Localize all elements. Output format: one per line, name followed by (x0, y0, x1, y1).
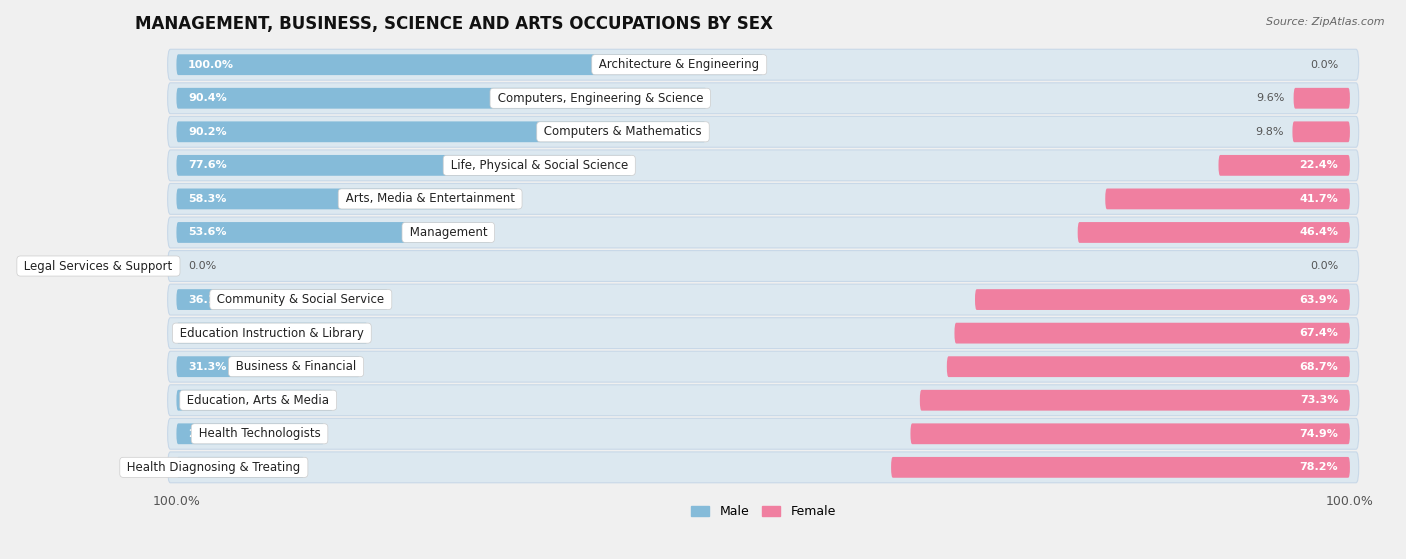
Text: 36.1%: 36.1% (188, 295, 226, 305)
Text: 67.4%: 67.4% (1299, 328, 1339, 338)
Text: 63.9%: 63.9% (1299, 295, 1339, 305)
FancyBboxPatch shape (911, 423, 1350, 444)
Text: 73.3%: 73.3% (1299, 395, 1339, 405)
FancyBboxPatch shape (176, 88, 707, 108)
FancyBboxPatch shape (1294, 88, 1350, 108)
FancyBboxPatch shape (167, 83, 1358, 113)
FancyBboxPatch shape (891, 457, 1350, 478)
FancyBboxPatch shape (176, 54, 763, 75)
Text: Arts, Media & Entertainment: Arts, Media & Entertainment (342, 192, 519, 205)
FancyBboxPatch shape (946, 356, 1350, 377)
FancyBboxPatch shape (167, 452, 1358, 483)
Text: Legal Services & Support: Legal Services & Support (21, 259, 176, 273)
FancyBboxPatch shape (176, 155, 631, 176)
Text: 9.6%: 9.6% (1257, 93, 1285, 103)
Text: 78.2%: 78.2% (1299, 462, 1339, 472)
Text: 25.2%: 25.2% (188, 429, 226, 439)
Text: MANAGEMENT, BUSINESS, SCIENCE AND ARTS OCCUPATIONS BY SEX: MANAGEMENT, BUSINESS, SCIENCE AND ARTS O… (135, 15, 773, 33)
FancyBboxPatch shape (1292, 121, 1350, 142)
Text: Life, Physical & Social Science: Life, Physical & Social Science (447, 159, 631, 172)
Text: 9.8%: 9.8% (1256, 127, 1284, 137)
Text: Community & Social Service: Community & Social Service (214, 293, 388, 306)
Text: Health Diagnosing & Treating: Health Diagnosing & Treating (124, 461, 304, 474)
Text: 68.7%: 68.7% (1299, 362, 1339, 372)
Text: Health Technologists: Health Technologists (195, 427, 325, 440)
FancyBboxPatch shape (974, 289, 1350, 310)
FancyBboxPatch shape (167, 150, 1358, 181)
FancyBboxPatch shape (176, 390, 333, 411)
FancyBboxPatch shape (167, 183, 1358, 214)
Text: Computers, Engineering & Science: Computers, Engineering & Science (494, 92, 707, 105)
Text: 22.4%: 22.4% (1299, 160, 1339, 170)
Text: 53.6%: 53.6% (188, 228, 226, 238)
Text: 90.4%: 90.4% (188, 93, 226, 103)
Text: Education, Arts & Media: Education, Arts & Media (183, 394, 333, 407)
FancyBboxPatch shape (920, 390, 1350, 411)
FancyBboxPatch shape (1105, 188, 1350, 209)
FancyBboxPatch shape (955, 323, 1350, 344)
Legend: Male, Female: Male, Female (686, 500, 841, 523)
FancyBboxPatch shape (167, 49, 1358, 80)
FancyBboxPatch shape (176, 222, 491, 243)
Text: 31.3%: 31.3% (188, 362, 226, 372)
FancyBboxPatch shape (176, 188, 519, 209)
Text: 46.4%: 46.4% (1299, 228, 1339, 238)
Text: 41.7%: 41.7% (1299, 194, 1339, 204)
FancyBboxPatch shape (167, 385, 1358, 416)
FancyBboxPatch shape (176, 356, 360, 377)
Text: Computers & Mathematics: Computers & Mathematics (540, 125, 706, 138)
Text: Management: Management (405, 226, 491, 239)
Text: 58.3%: 58.3% (188, 194, 226, 204)
FancyBboxPatch shape (167, 250, 1358, 281)
FancyBboxPatch shape (176, 323, 368, 344)
Text: 74.9%: 74.9% (1299, 429, 1339, 439)
FancyBboxPatch shape (167, 217, 1358, 248)
FancyBboxPatch shape (167, 418, 1358, 449)
FancyBboxPatch shape (167, 351, 1358, 382)
Text: 77.6%: 77.6% (188, 160, 226, 170)
FancyBboxPatch shape (176, 289, 388, 310)
Text: Source: ZipAtlas.com: Source: ZipAtlas.com (1267, 17, 1385, 27)
Text: Business & Financial: Business & Financial (232, 360, 360, 373)
FancyBboxPatch shape (176, 121, 706, 142)
FancyBboxPatch shape (176, 423, 325, 444)
FancyBboxPatch shape (1077, 222, 1350, 243)
Text: 90.2%: 90.2% (188, 127, 226, 137)
Text: 21.8%: 21.8% (188, 462, 226, 472)
Text: Architecture & Engineering: Architecture & Engineering (595, 58, 763, 71)
Text: 32.6%: 32.6% (188, 328, 226, 338)
Text: 0.0%: 0.0% (1310, 261, 1339, 271)
Text: 26.7%: 26.7% (188, 395, 226, 405)
Text: 0.0%: 0.0% (188, 261, 217, 271)
Text: 0.0%: 0.0% (1310, 60, 1339, 70)
FancyBboxPatch shape (167, 318, 1358, 349)
Text: 100.0%: 100.0% (188, 60, 235, 70)
FancyBboxPatch shape (176, 457, 304, 478)
FancyBboxPatch shape (167, 116, 1358, 147)
Text: Education Instruction & Library: Education Instruction & Library (176, 326, 368, 340)
FancyBboxPatch shape (1219, 155, 1350, 176)
FancyBboxPatch shape (167, 284, 1358, 315)
